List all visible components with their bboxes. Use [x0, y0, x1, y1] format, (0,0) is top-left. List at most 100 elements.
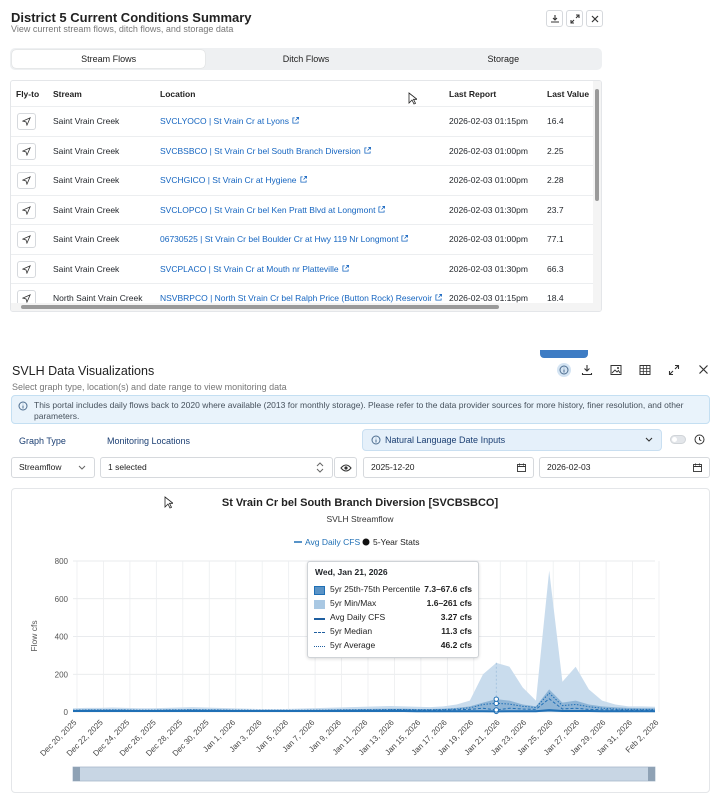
info-icon: [18, 401, 28, 411]
close-button[interactable]: [586, 10, 603, 27]
image-icon[interactable]: [610, 364, 622, 376]
download-button[interactable]: [546, 10, 563, 27]
cell-last-report: 2026-02-03 01:30pm: [449, 204, 528, 215]
tooltip-row-value: 7.3–67.6 cfs: [424, 584, 472, 594]
viz-title: SVLH Data Visualizations: [12, 364, 155, 378]
location-text[interactable]: NSVBRPCO | North St Vrain Cr bel Ralph P…: [160, 293, 433, 303]
cell-last-value: 23.7: [547, 204, 564, 215]
graph-type-value: Streamflow: [19, 462, 62, 472]
location-text[interactable]: 06730525 | St Vrain Cr bel Boulder Cr at…: [160, 234, 399, 244]
end-date-field[interactable]: 2026-02-03: [539, 457, 710, 478]
locations-value: 1 selected: [108, 462, 147, 472]
col-last-report[interactable]: Last Report: [449, 89, 497, 99]
cell-stream: Saint Vrain Creek: [53, 116, 120, 126]
fly-to-button[interactable]: [17, 172, 36, 189]
info-banner: This portal includes daily flows back to…: [11, 395, 710, 424]
nlp-switch-knob: [672, 437, 677, 442]
chart-container: [11, 488, 710, 793]
tooltip-row: 5yr Min/Max 1.6–261 cfs: [314, 598, 476, 612]
table-icon[interactable]: [639, 364, 651, 376]
monitoring-locations-select[interactable]: 1 selected: [100, 457, 333, 478]
download-icon[interactable]: [581, 364, 593, 376]
horizontal-scrollbar[interactable]: [11, 303, 595, 311]
tab-stream-flows[interactable]: Stream Flows: [12, 50, 206, 68]
col-last-value[interactable]: Last Value: [547, 89, 590, 99]
location-text[interactable]: SVCLYOCO | St Vrain Cr at Lyons: [160, 116, 289, 126]
info-button[interactable]: [557, 363, 571, 377]
swatch-percentile: [314, 586, 325, 595]
external-link-icon: [292, 117, 299, 124]
col-location[interactable]: Location: [160, 89, 196, 99]
cell-location-link[interactable]: SVCLOPCO | St Vrain Cr bel Ken Pratt Blv…: [160, 196, 386, 225]
fly-to-button[interactable]: [17, 231, 36, 248]
fly-to-button[interactable]: [17, 113, 36, 130]
chevron-down-icon: [78, 465, 86, 470]
cell-location-link[interactable]: SVCHGICO | St Vrain Cr at Hygiene: [160, 166, 307, 195]
tooltip-row: Avg Daily CFS 3.27 cfs: [314, 612, 476, 626]
cell-location-link[interactable]: NSVBRPCO | North St Vrain Cr bel Ralph P…: [160, 284, 443, 311]
swatch-median: [314, 632, 325, 633]
table-row: Saint Vrain Creek SVCLYOCO | St Vrain Cr …: [11, 107, 595, 137]
fly-to-button[interactable]: [17, 201, 36, 219]
fly-to-button[interactable]: [17, 142, 36, 160]
col-stream[interactable]: Stream: [53, 89, 82, 99]
monitoring-locations-label: Monitoring Locations: [107, 436, 191, 446]
chevron-down-icon: [645, 437, 653, 442]
cell-location-link[interactable]: SVCBSBCO | St Vrain Cr bel South Branch …: [160, 137, 371, 166]
airplane-icon: [22, 294, 31, 303]
expand-button[interactable]: [566, 10, 583, 27]
col-fly-to[interactable]: Fly-to: [16, 89, 40, 99]
location-text[interactable]: SVCHGICO | St Vrain Cr at Hygiene: [160, 175, 297, 185]
cell-location-link[interactable]: SVCPLACO | St Vrain Cr at Mouth nr Platt…: [160, 255, 349, 284]
cell-last-value: 2.28: [547, 175, 564, 185]
eye-icon: [339, 464, 352, 471]
external-link-icon: [364, 146, 371, 154]
summary-tabs: Stream Flows Ditch Flows Storage: [10, 48, 602, 70]
natural-language-date-toggle[interactable]: Natural Language Date Inputs: [362, 429, 662, 451]
expand-icon: [569, 13, 580, 24]
cell-stream: Saint Vrain Creek: [53, 175, 120, 185]
vertical-scrollbar[interactable]: [593, 81, 601, 311]
fly-to-button[interactable]: [17, 260, 36, 278]
table-row: North Saint Vrain Creek NSVBRPCO | North …: [11, 284, 595, 311]
location-text[interactable]: SVCPLACO | St Vrain Cr at Mouth nr Platt…: [160, 263, 339, 274]
tooltip-row-value: 1.6–261 cfs: [426, 598, 472, 608]
cell-last-value: 18.4: [547, 293, 564, 303]
info-icon: [371, 435, 381, 445]
tooltip-row: 5yr Average 46.2 cfs: [314, 640, 476, 654]
download-icon: [550, 14, 559, 23]
info-banner-text: This portal includes daily flows back to…: [34, 400, 684, 421]
cell-location-link[interactable]: SVCLYOCO | St Vrain Cr at Lyons: [160, 107, 299, 136]
cell-location-link[interactable]: 06730525 | St Vrain Cr bel Boulder Cr at…: [160, 225, 409, 254]
cell-last-value: 77.1: [547, 234, 564, 244]
vertical-scroll-thumb[interactable]: [595, 89, 599, 201]
start-date-value: 2025-12-20: [371, 462, 415, 472]
nlp-switch[interactable]: [670, 435, 686, 444]
tab-ditch-flows[interactable]: Ditch Flows: [282, 54, 330, 64]
fullscreen-icon[interactable]: [668, 364, 680, 376]
clock-icon[interactable]: [694, 434, 705, 445]
chart-tooltip: Wed, Jan 21, 2026 5yr 25th-75th Percenti…: [307, 561, 479, 658]
stream-flows-table: Fly-to Stream Location Last Report Last …: [10, 80, 602, 312]
cell-last-report: 2026-02-03 01:00pm: [449, 175, 528, 185]
nlp-label: Natural Language Date Inputs: [385, 435, 506, 445]
start-date-field[interactable]: 2025-12-20: [363, 457, 534, 478]
toggle-visibility-button[interactable]: [334, 457, 357, 478]
external-link-icon: [300, 176, 307, 183]
location-text[interactable]: SVCLOPCO | St Vrain Cr bel Ken Pratt Blv…: [160, 204, 376, 215]
tooltip-date: Wed, Jan 21, 2026: [315, 567, 388, 577]
location-text[interactable]: SVCBSBCO | St Vrain Cr bel South Branch …: [160, 145, 361, 156]
graph-type-select[interactable]: Streamflow: [11, 457, 95, 478]
viz-subtitle: Select graph type, location(s) and date …: [12, 382, 287, 392]
airplane-icon: [22, 205, 31, 215]
tooltip-row-value: 3.27 cfs: [440, 612, 472, 622]
tooltip-hint-badge: [540, 350, 588, 358]
chevron-updown-icon: [316, 462, 324, 473]
horizontal-scroll-thumb[interactable]: [21, 305, 499, 309]
swatch-minmax: [314, 600, 325, 609]
close-icon: [591, 15, 598, 22]
summary-subtitle: View current stream flows, ditch flows, …: [11, 24, 234, 34]
external-link-icon: [342, 264, 349, 272]
tab-storage[interactable]: Storage: [487, 54, 520, 64]
close-icon[interactable]: [698, 364, 709, 375]
